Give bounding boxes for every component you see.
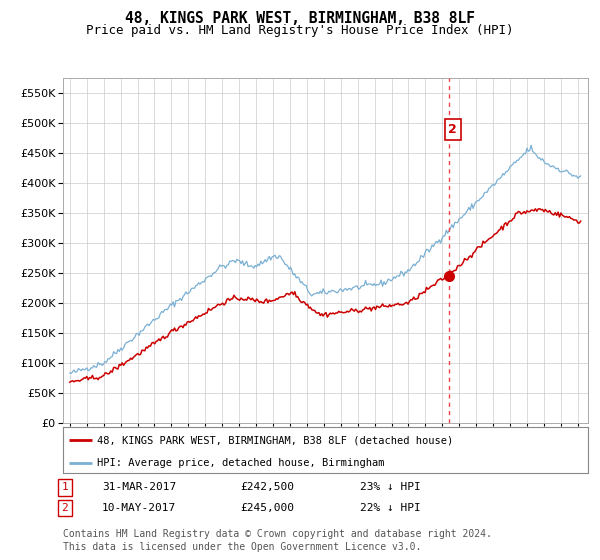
Text: Contains HM Land Registry data © Crown copyright and database right 2024.: Contains HM Land Registry data © Crown c… [63, 529, 492, 539]
Text: 22% ↓ HPI: 22% ↓ HPI [360, 503, 421, 513]
Text: HPI: Average price, detached house, Birmingham: HPI: Average price, detached house, Birm… [97, 458, 385, 468]
Text: 2: 2 [61, 503, 68, 513]
Text: 1: 1 [61, 482, 68, 492]
Text: 48, KINGS PARK WEST, BIRMINGHAM, B38 8LF: 48, KINGS PARK WEST, BIRMINGHAM, B38 8LF [125, 11, 475, 26]
Text: £245,000: £245,000 [240, 503, 294, 513]
Text: This data is licensed under the Open Government Licence v3.0.: This data is licensed under the Open Gov… [63, 542, 421, 552]
Text: 31-MAR-2017: 31-MAR-2017 [102, 482, 176, 492]
Text: £242,500: £242,500 [240, 482, 294, 492]
Text: 10-MAY-2017: 10-MAY-2017 [102, 503, 176, 513]
Text: 48, KINGS PARK WEST, BIRMINGHAM, B38 8LF (detached house): 48, KINGS PARK WEST, BIRMINGHAM, B38 8LF… [97, 435, 454, 445]
Text: 2: 2 [448, 123, 457, 136]
Text: Price paid vs. HM Land Registry's House Price Index (HPI): Price paid vs. HM Land Registry's House … [86, 24, 514, 36]
Text: 23% ↓ HPI: 23% ↓ HPI [360, 482, 421, 492]
